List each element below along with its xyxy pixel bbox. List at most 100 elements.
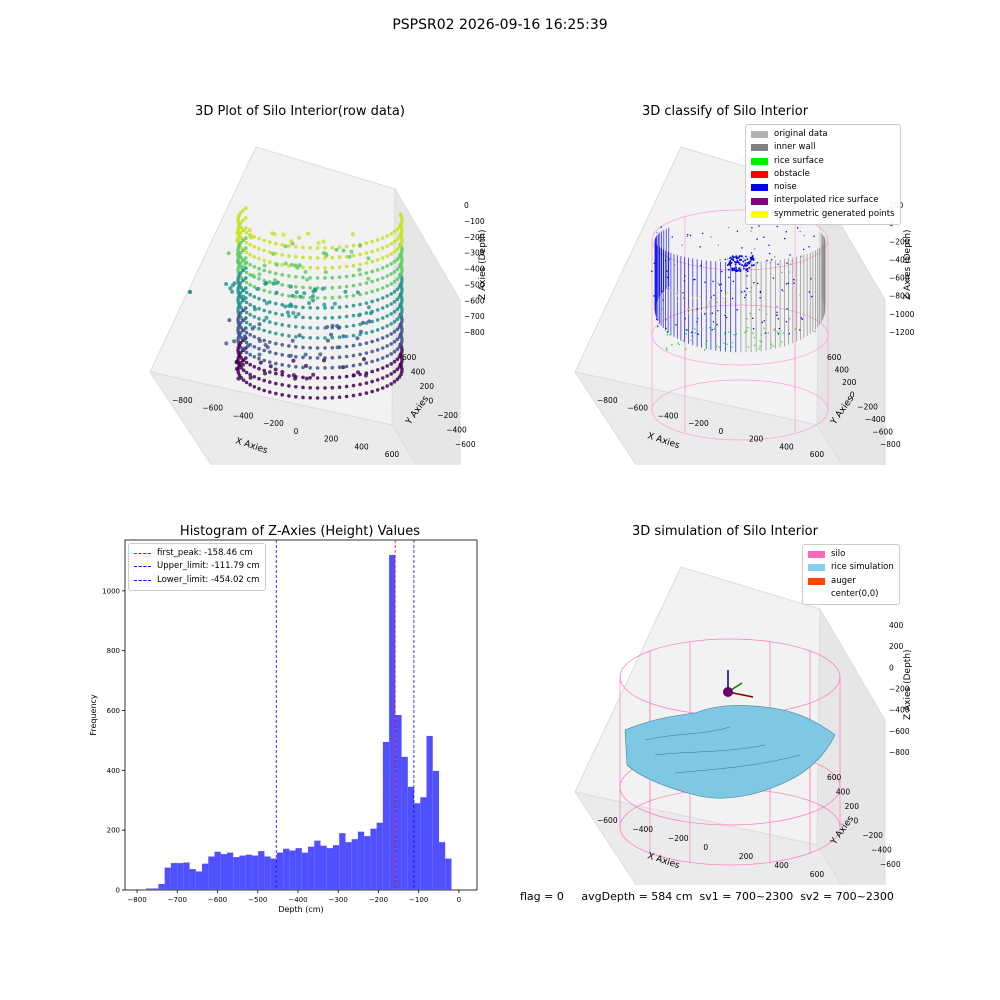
z-tick-label: −500 [464,280,485,289]
z-tick-label: 0 [464,201,469,210]
legend-label: Lower_limit: -454.02 cm [157,574,260,585]
z-tick-label: −300 [464,249,485,258]
x-tick-label: −200 [668,834,689,843]
z-tick-label: −1000 [889,310,915,319]
legend-label: inner wall [774,142,816,153]
z-tick-label: 200 [889,642,904,651]
y-tick-label: 200 [107,827,120,835]
y-tick-label: −600 [455,440,476,449]
y-tick-label: 800 [107,647,120,655]
z-tick-label: −200 [889,685,910,694]
histogram-reference-lines [275,540,415,890]
x-tick-label: −400 [632,825,653,834]
z-tick-label: −400 [464,265,485,274]
z-tick-label: −800 [889,292,910,301]
legend-item: first_peak: -158.46 cm [134,547,260,560]
legend-label: silo [831,549,846,559]
histogram-bar [170,863,178,890]
x-tick-label: 600 [810,870,825,879]
histogram-bar [189,869,196,890]
raw-z-label: Z Axies (Depth) [478,229,488,300]
x-tick-label: −600 [627,404,648,413]
histogram-bar [407,786,415,890]
histogram-bar [152,888,159,890]
x-tick-label: −200 [688,419,709,428]
legend-item: Upper_limit: -111.79 cm [134,560,260,573]
legend-item: rice simulation [808,561,894,574]
z-tick-label: −200 [464,233,485,242]
histogram-bar [289,850,296,890]
legend-swatch [751,197,768,205]
y-tick-label: 400 [835,365,850,374]
legend-label: symmetric generated points [774,208,895,219]
simulation-z-ticks: 400 200 0 −200 −400 −600 −800 [889,621,910,757]
y-tick-label: 0 [429,397,434,406]
legend-label: interpolated rice surface [774,195,879,206]
legend-item: interpolated rice surface [751,194,895,207]
histogram-bar [438,842,446,890]
legend-swatch [808,564,825,572]
histogram-bar [382,741,390,890]
x-tick-label: −800 [127,896,146,904]
histogram-bar [420,797,427,890]
y-tick-label: 600 [107,707,120,715]
histogram-bar [351,839,358,890]
y-tick-label: 200 [842,378,857,387]
simulation-x-ticks: −600 −400 −200 0 200 400 600 [597,816,824,879]
histogram-bar [202,863,209,890]
histogram-bar [364,836,371,890]
histogram-bar [357,831,365,890]
histogram-y-label: Frequency [89,694,98,736]
figure-title: PSPSR02 2026-09-16 16:25:39 [392,17,608,33]
x-tick-label: 200 [739,852,754,861]
histogram-y-ticks: 0 200 400 600 800 1000 [102,587,125,895]
y-tick-label: 400 [107,767,120,775]
x-tick-label: 600 [385,450,400,459]
z-tick-label: −600 [889,727,910,736]
legend-swatch [134,553,151,555]
legend-item: center(0,0) [808,588,894,601]
legend-swatch [751,210,768,218]
z-tick-label: −700 [464,312,485,321]
histogram-bar [308,846,315,890]
histogram-legend: first_peak: -158.46 cm Upper_limit: -111.… [128,543,266,591]
legend-swatch [751,184,768,192]
classify-x-ticks: −800 −600 −400 −200 0 200 400 600 [597,396,824,459]
x-tick-label: −600 [208,896,227,904]
legend-label: first_peak: -158.46 cm [157,548,253,558]
x-tick-label: −800 [172,396,193,405]
legend-swatch [808,577,825,585]
legend-label: auger [831,575,856,586]
histogram-bar [183,862,190,890]
x-tick-label: −200 [369,896,388,904]
legend-item: obstacle [751,168,895,181]
raw-point-cloud [188,206,404,400]
histogram-bar [177,863,184,890]
y-tick-label: 1000 [102,587,120,595]
classify-plot-title: 3D classify of Silo Interior [641,104,809,119]
histogram-bar [401,756,408,890]
histogram-bar [339,833,346,890]
auger-marker [723,670,754,698]
x-tick-label: −100 [409,896,428,904]
y-tick-label: −200 [862,831,883,840]
histogram-bar [414,803,421,890]
raw-x-ticks: −800 −600 −400 −200 0 200 400 600 [172,396,399,459]
histogram-bar [345,842,352,890]
rice-surface-contours [644,726,801,774]
histogram-bar [395,715,402,890]
z-tick-label: −800 [889,748,910,757]
z-tick-label: −800 [464,328,485,337]
z-tick-label: −400 [889,706,910,715]
histogram-bar [320,845,327,890]
legend-label: rice surface [774,155,824,166]
legend-label: center(0,0) [831,588,879,599]
histogram-bar [426,735,433,890]
x-tick-label: −600 [202,404,223,413]
x-tick-label: 200 [749,435,764,444]
histogram-bar [245,854,252,890]
y-tick-label: 400 [411,368,426,377]
